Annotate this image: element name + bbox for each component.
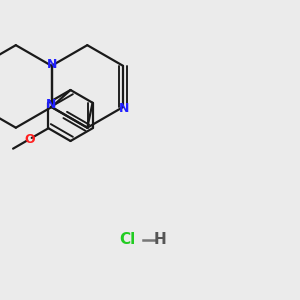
Text: N: N (47, 58, 58, 71)
Text: N: N (46, 98, 57, 111)
Text: H: H (154, 232, 167, 247)
Text: N: N (118, 102, 129, 116)
Text: Cl: Cl (119, 232, 136, 247)
Text: O: O (24, 133, 35, 146)
